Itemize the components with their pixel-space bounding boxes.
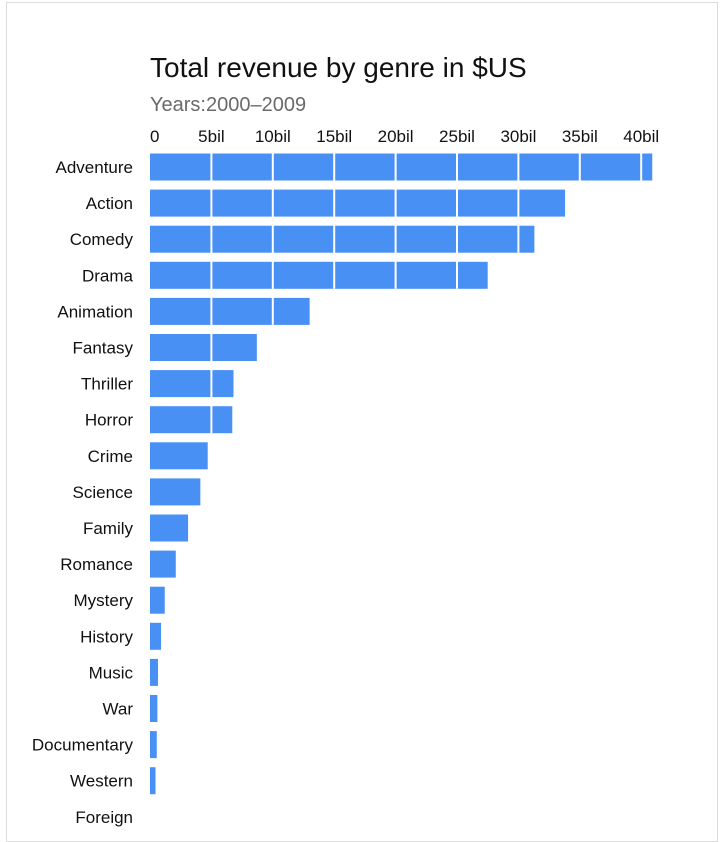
x-tick-label: 40bil — [623, 127, 659, 146]
bar[interactable] — [150, 658, 158, 686]
bar[interactable] — [150, 550, 176, 578]
category-label: Documentary — [32, 736, 134, 755]
x-tick-label: 5bil — [198, 127, 224, 146]
bar[interactable] — [150, 514, 189, 542]
x-tick-label: 10bil — [255, 127, 291, 146]
bars-group — [150, 153, 653, 795]
category-label: Romance — [60, 555, 133, 574]
bar[interactable] — [150, 297, 310, 325]
category-label: Animation — [57, 302, 133, 321]
category-label: Comedy — [70, 230, 134, 249]
category-label: Fantasy — [73, 339, 134, 358]
bar[interactable] — [150, 406, 233, 434]
x-tick-label: 35bil — [562, 127, 598, 146]
category-label: Thriller — [81, 375, 133, 394]
category-label: History — [80, 627, 133, 646]
category-label: Adventure — [56, 158, 134, 177]
bar[interactable] — [150, 695, 158, 722]
category-label: Horror — [85, 411, 134, 430]
category-label: Mystery — [74, 591, 134, 610]
x-tick-label: 20bil — [378, 127, 414, 146]
category-labels: Adventure Action Comedy Drama Animation Fanta… — [32, 158, 134, 827]
category-label: Family — [83, 519, 134, 538]
bar[interactable] — [150, 478, 201, 506]
bar[interactable] — [150, 622, 162, 650]
x-tick-label: 30bil — [500, 127, 536, 146]
bar[interactable] — [150, 189, 566, 217]
x-tick-label: 0 — [150, 127, 159, 146]
chart-subtitle: Years:2000–2009 — [150, 94, 306, 116]
bar[interactable] — [150, 586, 165, 614]
category-label: Action — [86, 194, 133, 213]
bar[interactable] — [150, 334, 257, 361]
x-axis-ticks: 0 5bil 10bil 15bil 20bil 25bil 30bil 35bil 40bil — [150, 127, 659, 146]
category-label: Drama — [82, 266, 134, 285]
gridlines-group — [210, 153, 643, 434]
category-label: Western — [70, 772, 133, 791]
category-label: War — [102, 700, 133, 719]
bar[interactable] — [150, 261, 488, 289]
bar[interactable] — [150, 767, 156, 795]
category-label: Music — [89, 663, 134, 682]
bar[interactable] — [150, 370, 234, 398]
category-label: Crime — [88, 447, 133, 466]
bar[interactable] — [150, 442, 208, 470]
bar[interactable] — [150, 731, 157, 759]
category-label: Foreign — [75, 808, 133, 827]
category-label: Science — [73, 483, 133, 502]
x-tick-label: 25bil — [439, 127, 475, 146]
bar[interactable] — [150, 225, 535, 253]
chart-title: Total revenue by genre in $US — [150, 52, 527, 83]
x-tick-label: 15bil — [316, 127, 352, 146]
bar[interactable] — [150, 153, 653, 181]
